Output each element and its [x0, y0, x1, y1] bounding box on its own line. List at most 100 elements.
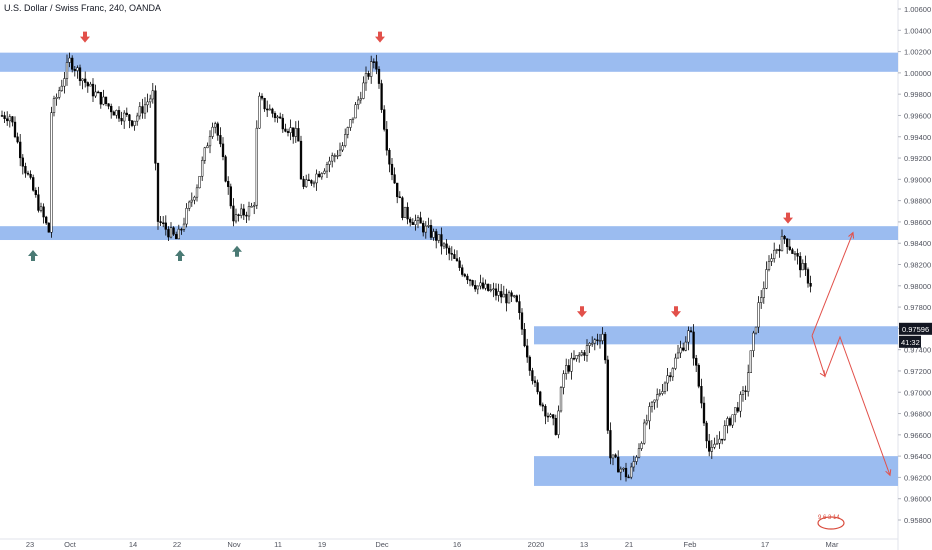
candle-body [258, 95, 261, 129]
candle-body [299, 140, 303, 180]
candle-body [494, 288, 498, 296]
candle-body [559, 387, 563, 412]
candle-body [203, 147, 206, 161]
candle-body [778, 249, 781, 252]
projection-arrowhead [819, 370, 826, 378]
candle-body [52, 98, 56, 113]
candle-body [229, 186, 232, 207]
y-tick-label: 0.99800 [904, 90, 931, 99]
candle-body [328, 160, 331, 165]
candle-body [632, 461, 635, 468]
candle-body [58, 90, 61, 98]
x-tick-label: Mar [826, 540, 839, 549]
candle-body [190, 199, 193, 203]
candle-body [741, 390, 745, 395]
candle-body [552, 414, 555, 419]
candle-body [780, 236, 784, 252]
arrow-down-icon [375, 31, 385, 43]
candle-body [154, 90, 157, 164]
candle-body [770, 258, 773, 262]
candle-body [572, 357, 576, 360]
candle-body [112, 111, 115, 116]
candle-body [448, 247, 451, 254]
arrow-down-icon [80, 31, 90, 43]
candle-body [500, 291, 503, 298]
candle-body [156, 163, 160, 222]
candle-body [773, 249, 776, 259]
y-tick-label: 0.98200 [904, 261, 931, 270]
y-tick-label: 0.97000 [904, 388, 931, 397]
candle-body [65, 62, 69, 79]
candle-body [427, 225, 430, 227]
candle-body [700, 386, 703, 404]
candle-body [45, 216, 48, 224]
candle-body [216, 123, 219, 136]
candle-body [240, 208, 243, 216]
chart-title: U.S. Dollar / Swiss Franc, 240, OANDA [4, 3, 162, 13]
y-tick-label: 0.99000 [904, 175, 931, 184]
candle-body [312, 182, 316, 185]
candle-body [653, 399, 656, 403]
candle-body [13, 121, 17, 138]
candle-body [570, 357, 573, 372]
candle-body [351, 117, 355, 120]
candle-body [531, 370, 534, 382]
watermark-logo [817, 516, 845, 530]
candle-body [760, 297, 763, 303]
candle-body [143, 104, 147, 114]
candle-body [432, 231, 435, 238]
candle-body [684, 341, 687, 351]
candle-body [788, 246, 791, 250]
candle-body [627, 476, 630, 479]
candle-body [398, 196, 401, 199]
candle-body [307, 179, 310, 182]
candle-body [271, 108, 274, 114]
candle-body [799, 256, 802, 271]
y-tick-label: 1.00200 [904, 48, 931, 57]
candle-body [533, 380, 537, 383]
candle-body [138, 106, 141, 117]
candle-body [383, 109, 386, 130]
candle-body [593, 339, 596, 344]
candle-body [91, 83, 95, 97]
candle-body [562, 373, 565, 388]
candle-body [736, 407, 739, 412]
candle-body [476, 285, 479, 290]
candle-body [806, 269, 810, 284]
candle-body [29, 173, 32, 178]
candle-body [585, 345, 589, 356]
candle-body [3, 115, 6, 119]
candle-body [388, 149, 391, 165]
y-tick-label: 0.97400 [904, 346, 931, 355]
candle-body [320, 173, 323, 178]
candle-body [32, 177, 35, 191]
x-tick-label: 22 [173, 540, 181, 549]
x-tick-label: 23 [26, 540, 34, 549]
candle-body [458, 260, 461, 268]
candle-body [497, 291, 500, 296]
candle-body [380, 83, 383, 110]
candle-body [596, 339, 599, 342]
candle-body [8, 116, 11, 122]
candle-body [757, 302, 760, 328]
candle-body [149, 98, 152, 103]
y-tick-label: 0.96400 [904, 452, 931, 461]
candle-body [762, 288, 765, 298]
candle-body [341, 145, 344, 151]
candle-body [513, 295, 516, 297]
candle-body [260, 95, 264, 99]
price-tag-value: 0.97596 [902, 325, 929, 334]
candle-body [214, 123, 217, 128]
candle-body [546, 415, 550, 418]
candle-body [89, 83, 92, 87]
candle-body [505, 293, 508, 304]
arrow-down-icon [783, 212, 793, 224]
y-tick-label: 0.97800 [904, 303, 931, 312]
candle-body [21, 157, 24, 167]
candle-body [658, 393, 661, 395]
candle-body [429, 225, 433, 238]
candle-body [24, 166, 27, 174]
candle-body [450, 253, 453, 255]
candle-body [445, 243, 448, 249]
